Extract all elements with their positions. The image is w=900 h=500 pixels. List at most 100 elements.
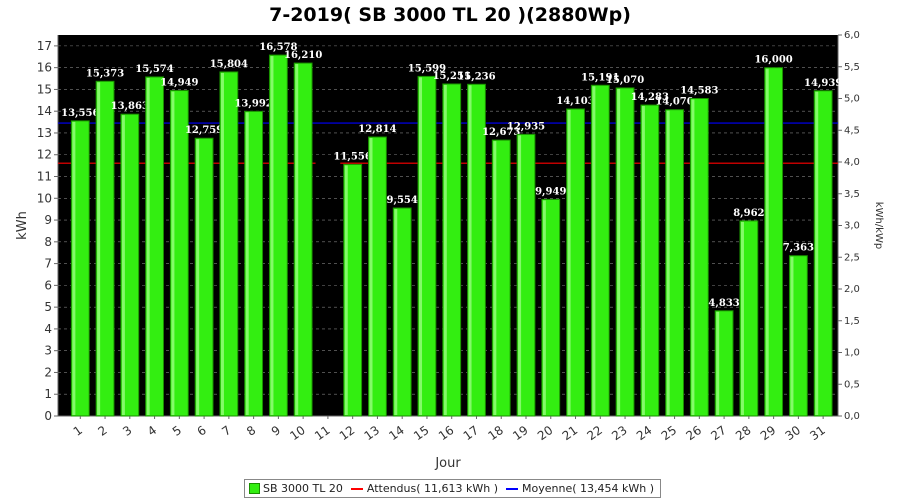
- x-tick-label: 2: [95, 423, 109, 439]
- data-label: 12,935: [507, 121, 545, 132]
- data-label: 14,949: [160, 78, 198, 89]
- legend-swatch-production: [249, 483, 260, 494]
- x-tick-label: 30: [783, 423, 804, 443]
- y-tick-label: 12: [37, 148, 52, 162]
- legend-label-expected: Attendus( 11,613 kWh ): [366, 482, 499, 495]
- x-tick-label: 14: [386, 423, 407, 443]
- data-label: 16,000: [754, 55, 792, 66]
- y-tick-label: 16: [37, 61, 52, 75]
- bar-highlight: [666, 110, 670, 416]
- y2-axis-title: kWh/kWp: [873, 202, 884, 249]
- bar-highlight: [97, 82, 101, 415]
- x-tick-label: 31: [807, 423, 828, 443]
- data-label: 15,070: [606, 75, 644, 86]
- bar-highlight: [518, 135, 522, 415]
- y2-tick-label: 3,0: [844, 221, 860, 232]
- data-label: 11,556: [334, 151, 372, 162]
- y2-tick-label: 4,0: [844, 157, 860, 168]
- data-label: 9,554: [387, 195, 418, 206]
- y2-tick-label: 1,0: [844, 348, 860, 359]
- bar-highlight: [592, 86, 596, 415]
- legend-item-production: SB 3000 TL 20: [249, 482, 343, 495]
- y2-tick-label: 2,0: [844, 284, 860, 295]
- y-tick-label: 14: [37, 104, 52, 118]
- y-tick-label: 4: [44, 322, 52, 336]
- data-label: 14,070: [655, 97, 693, 108]
- x-tick-label: 1: [71, 423, 85, 439]
- legend: SB 3000 TL 20 Attendus( 11,613 kWh ) Moy…: [244, 479, 662, 498]
- legend-label-average: Moyenne( 13,454 kWh ): [522, 482, 655, 495]
- y-tick-label: 11: [37, 170, 52, 184]
- data-label: 14,103: [556, 96, 594, 107]
- legend-swatch-expected: [350, 487, 363, 490]
- y-tick-label: 1: [44, 387, 52, 401]
- y-tick-label: 2: [44, 365, 52, 379]
- x-tick-label: 12: [337, 423, 358, 443]
- bar-highlight: [121, 115, 125, 416]
- x-tick-label: 11: [312, 423, 333, 443]
- data-label: 7,363: [783, 243, 814, 254]
- x-tick-label: 17: [461, 423, 482, 443]
- x-tick-label: 24: [634, 423, 655, 443]
- bar-highlight: [617, 88, 621, 415]
- y-tick-label: 9: [44, 213, 52, 227]
- legend-item-average: Moyenne( 13,454 kWh ): [506, 482, 654, 495]
- bar-highlight: [295, 64, 299, 415]
- x-tick-label: 3: [120, 423, 134, 439]
- bar-highlight: [171, 91, 175, 416]
- data-label: 16,210: [284, 50, 322, 61]
- bar-highlight: [641, 106, 645, 415]
- data-label: 15,599: [408, 63, 446, 74]
- bar-highlight: [72, 121, 76, 415]
- x-tick-label: 19: [510, 423, 531, 443]
- y2-tick-label: 0,0: [844, 411, 860, 422]
- y2-tick-label: 1,5: [844, 316, 860, 327]
- bar-highlight: [815, 91, 819, 416]
- bar-highlight: [493, 141, 497, 415]
- y-tick-label: 3: [44, 344, 52, 358]
- bar-highlight: [270, 56, 274, 416]
- x-tick-label: 8: [244, 423, 258, 439]
- x-tick-label: 5: [170, 423, 184, 439]
- bar-highlight: [220, 72, 224, 415]
- y-tick-label: 15: [37, 82, 52, 96]
- data-label: 15,373: [86, 68, 124, 79]
- y2-tick-label: 6,0: [844, 30, 860, 41]
- x-tick-label: 9: [269, 423, 283, 439]
- x-tick-label: 7: [219, 423, 233, 439]
- data-label: 14,583: [680, 86, 718, 97]
- y2-tick-label: 2,5: [844, 252, 860, 263]
- x-axis-title: Jour: [434, 456, 461, 471]
- bar-highlight: [567, 109, 571, 415]
- x-tick-label: 6: [195, 423, 209, 439]
- data-label: 14,283: [631, 92, 669, 103]
- bar-highlight: [394, 208, 398, 415]
- legend-swatch-average: [506, 487, 519, 490]
- x-tick-label: 27: [708, 423, 729, 443]
- bar-highlight: [196, 139, 200, 416]
- data-label: 12,673: [482, 127, 520, 138]
- bar-highlight: [443, 84, 447, 416]
- x-tick-label: 28: [733, 423, 754, 443]
- x-tick-label: 13: [362, 423, 383, 443]
- data-label: 16,578: [259, 42, 297, 53]
- x-tick-label: 25: [659, 423, 680, 443]
- data-label: 12,759: [185, 125, 223, 136]
- data-label: 9,949: [535, 186, 566, 197]
- y-tick-label: 7: [44, 257, 52, 271]
- y-axis-title: kWh: [15, 211, 30, 240]
- y-tick-label: 8: [44, 235, 52, 249]
- bar-highlight: [468, 85, 472, 415]
- x-tick-label: 15: [411, 423, 432, 443]
- data-label: 4,833: [708, 298, 739, 309]
- bar-highlight: [146, 77, 150, 416]
- x-tick-label: 18: [485, 423, 506, 443]
- data-label: 15,236: [457, 71, 495, 82]
- x-tick-label: 22: [584, 423, 605, 443]
- x-tick-label: 10: [287, 423, 308, 443]
- y2-tick-label: 5,0: [844, 94, 860, 105]
- x-tick-label: 20: [535, 423, 556, 443]
- x-tick-label: 16: [436, 423, 457, 443]
- bar-highlight: [691, 99, 695, 415]
